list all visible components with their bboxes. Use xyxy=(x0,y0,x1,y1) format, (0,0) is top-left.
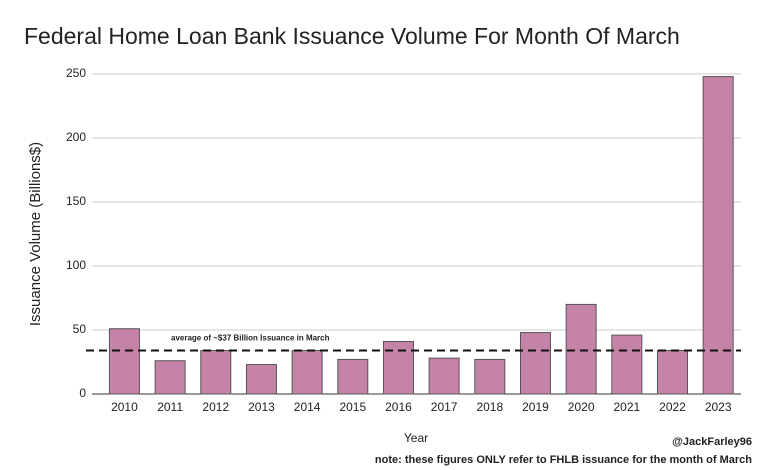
x-tick-label: 2015 xyxy=(339,400,366,414)
x-tick-label: 2014 xyxy=(294,400,321,414)
chart-title: Federal Home Loan Bank Issuance Volume F… xyxy=(24,23,680,49)
bar xyxy=(108,328,140,395)
x-tick-label: 2010 xyxy=(111,400,138,414)
x-tick-label: 2016 xyxy=(385,400,412,414)
x-tick-label: 2017 xyxy=(431,400,458,414)
bar xyxy=(519,332,551,395)
bar xyxy=(200,349,232,395)
bar xyxy=(382,341,414,395)
y-tick-label: 50 xyxy=(73,322,87,336)
bar xyxy=(428,357,460,395)
x-tick-label: 2012 xyxy=(202,400,229,414)
x-tick-label: 2021 xyxy=(613,400,640,414)
x-tick-label: 2011 xyxy=(157,400,183,414)
y-tick-label: 200 xyxy=(66,130,86,144)
bar xyxy=(154,360,186,395)
x-axis-label: Year xyxy=(404,431,428,445)
x-tick-label: 2019 xyxy=(522,400,549,414)
note: note: these figures ONLY refer to FHLB i… xyxy=(375,454,752,466)
y-tick-label: 0 xyxy=(79,386,86,400)
x-tick-label: 2013 xyxy=(248,400,275,414)
bar xyxy=(474,358,506,395)
x-tick-label: 2023 xyxy=(705,400,732,414)
x-tick-label: 2018 xyxy=(476,400,503,414)
y-axis-label: Issuance Volume (Billions$) xyxy=(27,142,44,326)
x-tick-label: 2020 xyxy=(568,400,595,414)
bar xyxy=(656,349,688,395)
reference-label: average of ~$37 Billion Issuance in Marc… xyxy=(171,334,330,343)
bar xyxy=(565,303,597,395)
y-tick-label: 250 xyxy=(66,66,86,80)
bar xyxy=(611,334,643,395)
bar xyxy=(337,358,369,395)
x-tick-label: 2022 xyxy=(659,400,686,414)
y-tick-label: 100 xyxy=(66,258,86,272)
bar xyxy=(702,76,734,395)
y-tick-label: 150 xyxy=(66,194,86,208)
watermark: @JackFarley96 xyxy=(672,436,752,448)
bar xyxy=(291,349,323,395)
bar xyxy=(245,364,277,395)
